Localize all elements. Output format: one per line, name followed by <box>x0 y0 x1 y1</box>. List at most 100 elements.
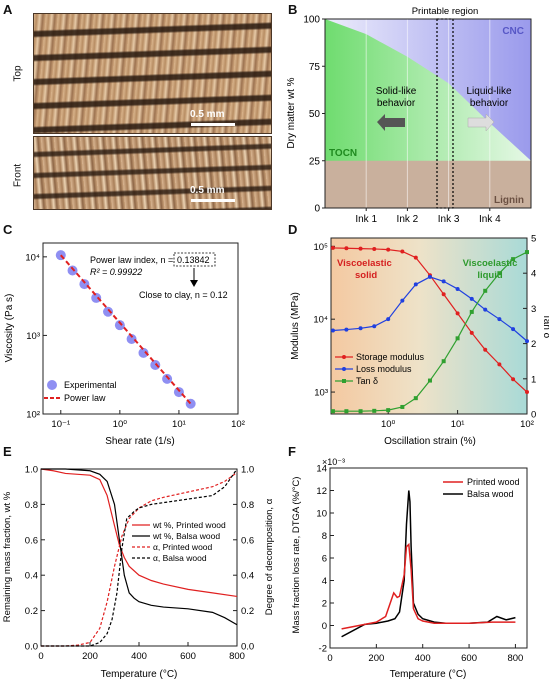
legend-storage: Storage modulus <box>356 352 425 362</box>
panel-b-ytick-label: 0 <box>314 204 320 215</box>
experimental-point <box>162 373 173 384</box>
experimental-point <box>67 265 78 276</box>
power-law-line <box>60 254 192 405</box>
legend-e-4: α, Balsa wood <box>153 553 207 563</box>
tan-delta-point <box>511 257 516 262</box>
panel-b-ytick-label: 100 <box>303 15 320 26</box>
arrow-left-icon <box>377 114 405 131</box>
loss-modulus-point <box>386 317 391 322</box>
panel-d-y2tick-label: 1 <box>531 374 536 385</box>
experimental-point <box>114 320 125 331</box>
panel-d-y2tick-label: 0 <box>531 410 536 421</box>
panel-e-xtick-label: 600 <box>180 651 196 662</box>
panel-f-xtick-label: 800 <box>507 653 523 664</box>
panel-c-xtick-label: 10² <box>231 419 245 430</box>
viscoelastic-solid-label-1: Viscoelastic <box>337 258 392 269</box>
top-scale-bar <box>191 123 235 126</box>
legend-loss: Loss modulus <box>356 364 412 374</box>
dtga-printed-line <box>341 542 516 630</box>
storage-modulus-point <box>386 247 391 252</box>
experimental-point <box>79 279 90 290</box>
viscoelastic-solid-label-2: solid <box>355 270 377 281</box>
panel-d-xtick-label: 10² <box>520 419 534 430</box>
panel-d-ytick-label: 10³ <box>314 388 328 399</box>
front-scale-bar <box>191 199 235 202</box>
panel-f-ytick-label: 8 <box>322 531 327 542</box>
legend-e-2: wt %, Balsa wood <box>152 531 220 541</box>
arrow-right-icon <box>467 113 495 132</box>
tocn-label: TOCN <box>329 148 357 159</box>
r-squared-annotation: R² = 0.99922 <box>90 267 142 277</box>
panel-e-y2tick-label: 0.8 <box>241 500 254 511</box>
panel-e-y2tick-label: 0.0 <box>241 642 254 653</box>
legend-power-law: Power law <box>64 393 106 403</box>
panel-e-ytick-label: 0.8 <box>25 500 38 511</box>
tan-delta-point <box>497 271 502 276</box>
legend-f-1: Printed wood <box>467 477 520 487</box>
legend-f-2: Balsa wood <box>467 489 514 499</box>
tan-delta-point <box>344 409 349 414</box>
panel-d-y2tick-label: 5 <box>531 234 536 245</box>
alpha-printed-line <box>41 472 238 647</box>
panel-d-letter: D <box>288 222 298 237</box>
panel-c-ytick-label: 10³ <box>26 331 40 342</box>
panel-e-ytick-label: 0.6 <box>25 535 38 546</box>
storage-modulus-point <box>469 330 474 335</box>
liquid-like-label-2: behavior <box>470 98 509 109</box>
panel-d-y2label: Tan δ <box>541 314 549 339</box>
panel-d-xtick-label: 10¹ <box>451 419 465 430</box>
panel-d-y2tick-label: 2 <box>531 339 536 350</box>
storage-modulus-point <box>525 390 529 395</box>
panel-f-multiplier: ×10⁻³ <box>322 457 345 467</box>
panel-c-letter: C <box>3 222 13 237</box>
legend-e-1: wt %, Printed wood <box>152 520 226 530</box>
panel-f-xlabel: Temperature (°C) <box>390 669 467 679</box>
panel-e-xlabel: Temperature (°C) <box>101 669 178 679</box>
tan-delta-point <box>441 359 446 364</box>
panel-c-ytick-label: 10⁴ <box>25 252 40 263</box>
panel-b-title: Printable region <box>412 6 479 17</box>
tan-delta-point <box>469 309 474 314</box>
panel-b-xtick-label: Ink 3 <box>438 214 460 225</box>
loss-modulus-point <box>344 327 349 332</box>
panel-e-ytick-label: 0.0 <box>25 642 38 653</box>
panel-b-xtick-label: Ink 1 <box>355 214 377 225</box>
panel-b-ylabel: Dry matter wt % <box>286 77 297 148</box>
annotation-arrowhead-icon <box>190 280 198 287</box>
panel-c-frame <box>42 242 239 415</box>
front-view-micrograph <box>33 136 272 210</box>
loss-modulus-point <box>413 282 418 287</box>
panel-e-legend: wt %, Printed wood wt %, Balsa wood α, P… <box>132 520 226 563</box>
panel-d-background <box>331 238 527 414</box>
panel-d-xtick-label: 10⁰ <box>381 419 396 430</box>
tan-delta-point <box>400 404 405 409</box>
loss-modulus-point <box>427 274 432 279</box>
panel-d-ytick-label: 10⁵ <box>313 242 328 253</box>
panel-f-ylabel: Mass fraction loss rate, DTGA (%/°C) <box>291 477 302 634</box>
loss-modulus-point <box>469 296 474 301</box>
loss-modulus-point <box>511 327 516 332</box>
panel-f-ytick-label: 6 <box>322 554 327 565</box>
tan-delta-point <box>483 288 488 293</box>
storage-modulus-point <box>330 245 335 250</box>
panel-f-ytick-label: -2 <box>319 644 327 655</box>
loss-modulus-point <box>372 324 377 329</box>
top-view-micrograph <box>33 13 272 134</box>
legend-loss-dot <box>342 367 346 371</box>
panel-e-xtick-label: 800 <box>229 651 245 662</box>
tan-delta-point <box>455 336 460 341</box>
storage-modulus-point <box>344 246 349 251</box>
panel-d-ylabel: Modulus (MPa) <box>290 292 301 360</box>
experimental-point <box>138 347 149 358</box>
panel-f-ytick-label: 2 <box>322 599 327 610</box>
legend-storage-dot <box>342 355 346 359</box>
loss-modulus-point <box>400 298 405 303</box>
panel-e-ytick-label: 1.0 <box>25 465 38 476</box>
storage-modulus-point <box>483 347 488 352</box>
legend-experimental-marker <box>47 380 57 390</box>
panel-e-ylabel: Remaining mass fraction, wt % <box>2 491 13 622</box>
